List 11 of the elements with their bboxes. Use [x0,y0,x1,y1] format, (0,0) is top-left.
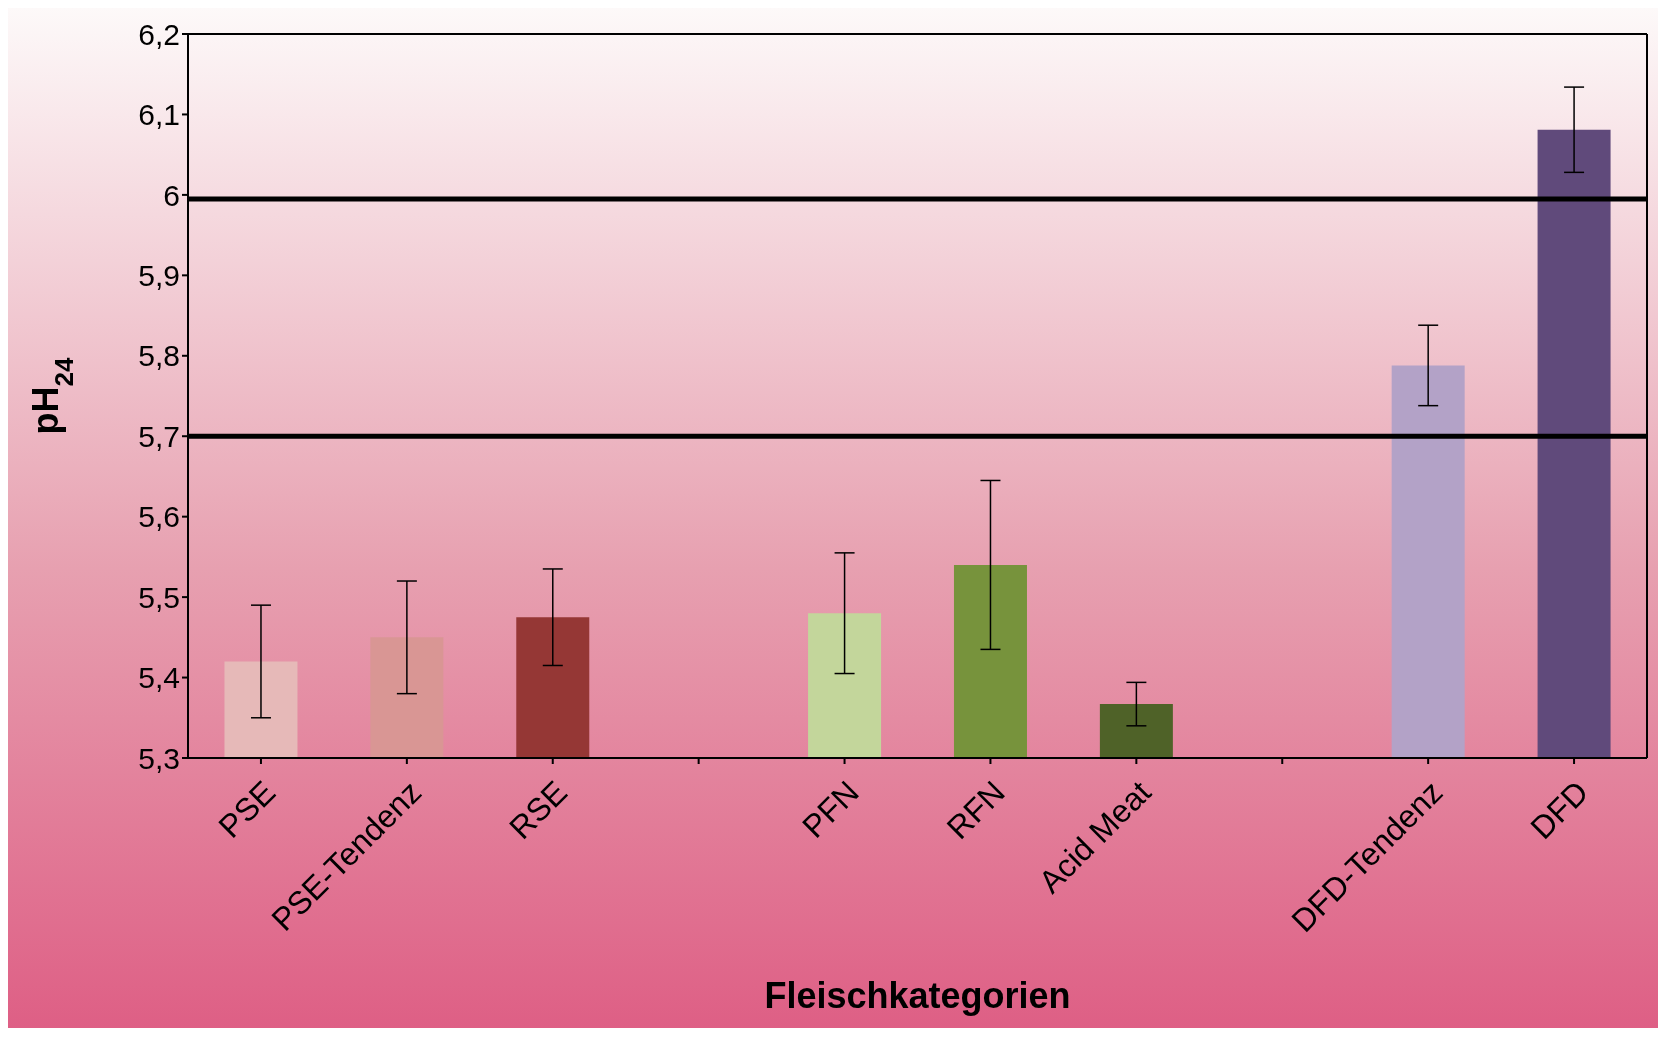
y-tick-label: 6 [163,178,180,212]
y-tick-label: 5,6 [138,500,180,534]
y-tick-label: 5,9 [138,258,180,292]
y-tick-label: 5,5 [138,580,180,614]
y-tick-label: 5,3 [138,741,180,775]
y-tick-label: 6,1 [138,98,180,132]
y-tick-label: 5,8 [138,339,180,373]
x-axis-title: Fleischkategorien [764,975,1071,1016]
y-tick-label: 5,7 [138,419,180,453]
y-tick-label: 5,4 [138,661,180,695]
y-tick-label: 6,2 [138,17,180,51]
